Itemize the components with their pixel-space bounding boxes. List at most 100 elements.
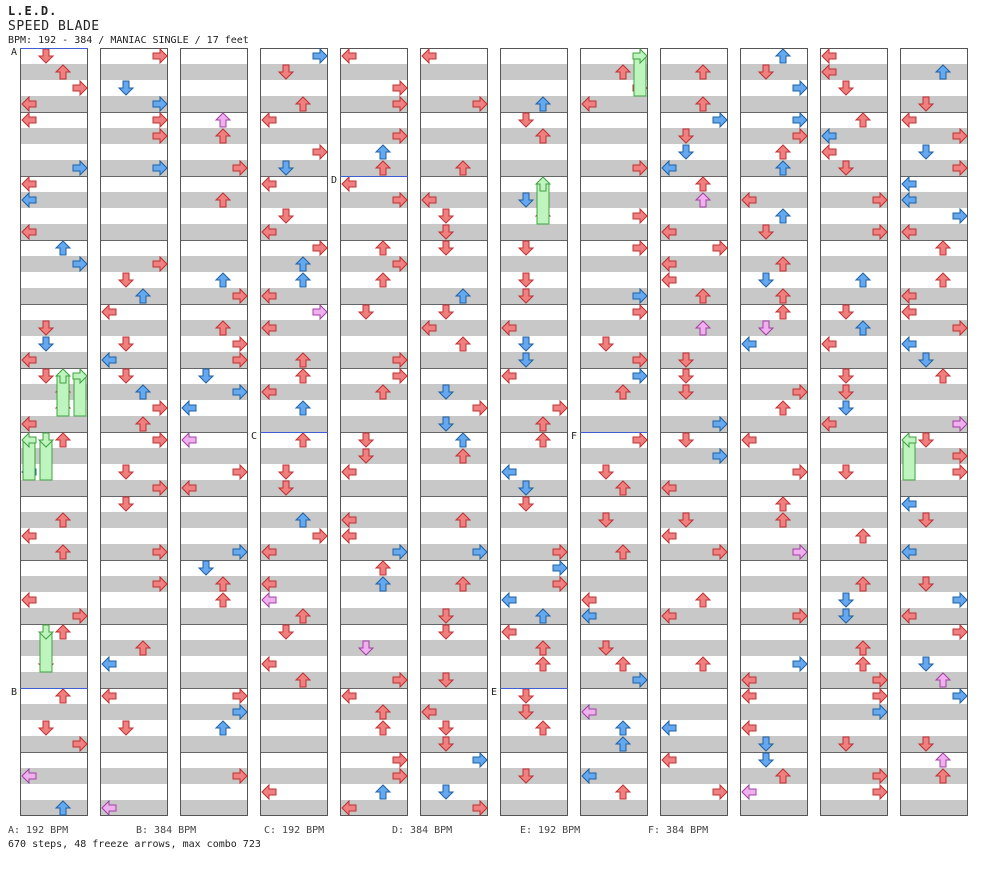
- step-arrow-right: [152, 543, 168, 561]
- beat-stripe: [20, 512, 88, 528]
- arrow-up-icon: [214, 576, 232, 592]
- arrow-right-icon: [552, 559, 568, 577]
- beat-stripe: [420, 96, 488, 112]
- arrow-left-icon: [21, 351, 37, 369]
- step-arrow-right: [312, 303, 328, 321]
- beat-stripe: [100, 768, 168, 784]
- arrow-up-icon: [374, 240, 392, 256]
- arrow-up-icon: [934, 768, 952, 784]
- arrow-right-icon: [632, 47, 648, 65]
- step-arrow-left: [901, 431, 917, 449]
- arrow-left-icon: [261, 783, 277, 801]
- step-arrow-down: [437, 720, 455, 736]
- beat-stripe: [500, 224, 568, 240]
- beat-stripe: [740, 512, 808, 528]
- beat-stripe: [900, 736, 968, 752]
- step-arrow-left: [501, 319, 517, 337]
- beat-stripe: [340, 192, 408, 208]
- arrow-left-icon: [741, 783, 757, 801]
- beat-stripe: [420, 256, 488, 272]
- step-arrow-right: [952, 463, 968, 481]
- step-arrow-up: [774, 160, 792, 176]
- step-arrow-right: [952, 159, 968, 177]
- step-arrow-left: [21, 223, 37, 241]
- arrow-down-icon: [837, 304, 855, 320]
- beat-stripe: [820, 416, 888, 432]
- step-arrow-down: [117, 80, 135, 96]
- arrow-up-icon: [134, 288, 152, 304]
- arrow-left-icon: [581, 703, 597, 721]
- arrow-left-icon: [261, 223, 277, 241]
- arrow-up-icon: [694, 176, 712, 192]
- arrow-right-icon: [472, 751, 488, 769]
- beat-stripe: [20, 544, 88, 560]
- arrow-right-icon: [712, 543, 728, 561]
- step-arrow-left: [261, 655, 277, 673]
- arrow-up-icon: [54, 688, 72, 704]
- step-arrow-left: [901, 223, 917, 241]
- arrow-right-icon: [952, 687, 968, 705]
- arrow-down-icon: [37, 432, 55, 448]
- step-arrow-left: [741, 719, 757, 737]
- beat-stripe: [420, 192, 488, 208]
- beat-stripe: [660, 128, 728, 144]
- arrow-down-icon: [677, 384, 695, 400]
- beat-stripe: [660, 448, 728, 464]
- step-arrow-right: [792, 111, 808, 129]
- arrow-right-icon: [392, 191, 408, 209]
- arrow-right-icon: [232, 463, 248, 481]
- step-arrow-right: [312, 239, 328, 257]
- arrow-right-icon: [152, 255, 168, 273]
- step-arrow-down: [917, 512, 935, 528]
- step-arrow-down: [517, 496, 535, 512]
- arrow-down-icon: [917, 656, 935, 672]
- arrow-left-icon: [261, 111, 277, 129]
- beat-stripe: [100, 64, 168, 80]
- section-marker-f: F: [571, 431, 577, 442]
- beat-stripe: [20, 192, 88, 208]
- beat-stripe: [20, 352, 88, 368]
- step-arrow-right: [632, 367, 648, 385]
- beat-stripe: [100, 192, 168, 208]
- step-arrow-down: [757, 224, 775, 240]
- beat-stripe: [900, 704, 968, 720]
- beat-stripe: [740, 576, 808, 592]
- step-arrow-left: [501, 367, 517, 385]
- beat-stripe: [260, 768, 328, 784]
- step-arrow-right: [792, 383, 808, 401]
- column-border: [820, 48, 888, 816]
- beat-stripe: [500, 800, 568, 816]
- arrow-up-icon: [214, 720, 232, 736]
- arrow-left-icon: [901, 303, 917, 321]
- step-arrow-down: [597, 464, 615, 480]
- arrow-left-icon: [661, 751, 677, 769]
- arrow-right-icon: [232, 767, 248, 785]
- arrow-left-icon: [341, 47, 357, 65]
- beat-stripe: [20, 448, 88, 464]
- arrow-up-icon: [774, 400, 792, 416]
- beat-stripe: [420, 160, 488, 176]
- beat-stripe: [500, 576, 568, 592]
- beat-stripe: [260, 480, 328, 496]
- step-arrow-up: [534, 640, 552, 656]
- beat-stripe: [260, 192, 328, 208]
- beat-stripe: [420, 608, 488, 624]
- arrow-right-icon: [472, 399, 488, 417]
- arrow-down-icon: [437, 784, 455, 800]
- arrow-up-icon: [774, 768, 792, 784]
- arrow-right-icon: [72, 367, 88, 385]
- beat-stripe: [180, 480, 248, 496]
- step-arrow-up: [374, 704, 392, 720]
- beat-stripe: [100, 320, 168, 336]
- arrow-right-icon: [312, 143, 328, 161]
- step-arrow-up: [214, 320, 232, 336]
- step-arrow-left: [181, 399, 197, 417]
- beat-stripe: [260, 416, 328, 432]
- beat-stripe: [20, 256, 88, 272]
- beat-stripe: [340, 480, 408, 496]
- arrow-up-icon: [214, 320, 232, 336]
- arrow-up-icon: [694, 288, 712, 304]
- arrow-down-icon: [437, 384, 455, 400]
- step-arrow-left: [501, 463, 517, 481]
- beat-stripe: [180, 672, 248, 688]
